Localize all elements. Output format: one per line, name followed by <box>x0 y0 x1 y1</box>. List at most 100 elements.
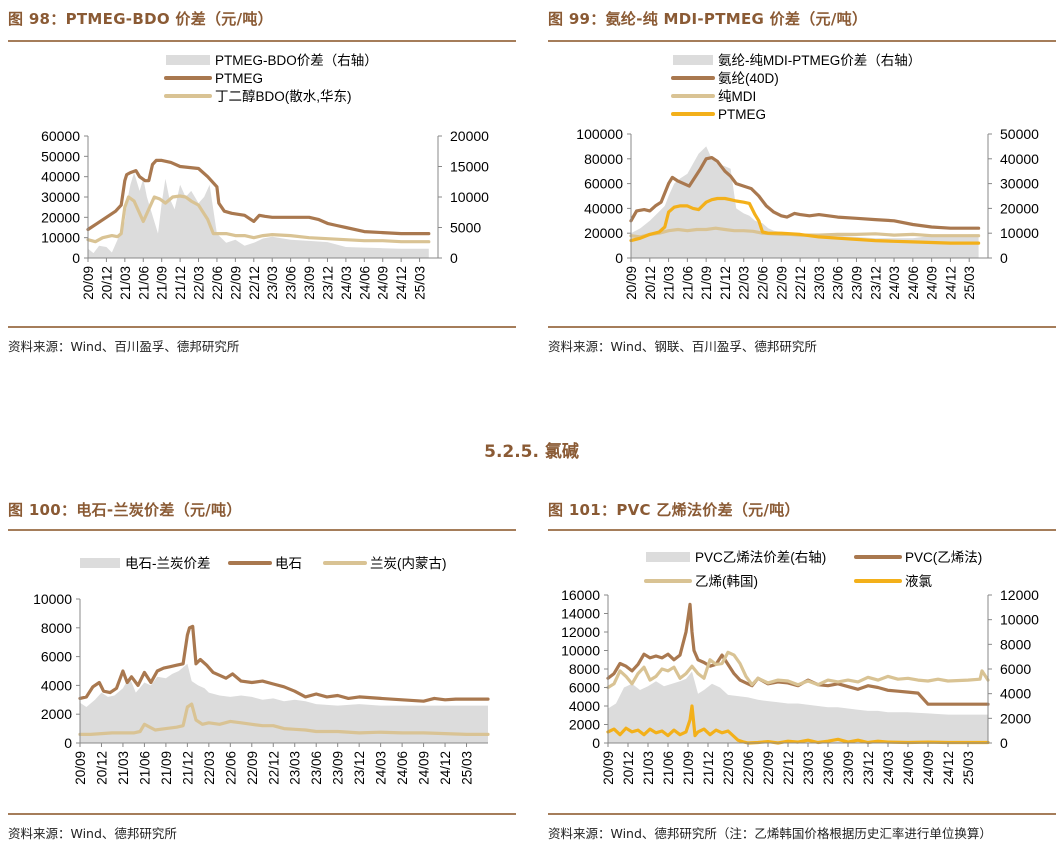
chart1-ytick-right-label: 20000 <box>1000 200 1039 216</box>
chart0-series-1-line <box>86 158 431 236</box>
chart2-xtick-label: 24/06 <box>395 751 410 785</box>
chart0-ytick-right-label: 5000 <box>450 220 481 236</box>
chart1-ytick-right-label: 0 <box>1000 250 1008 266</box>
chart1-xtick-label: 25/03 <box>962 266 977 300</box>
chart3-legend-label: 液氯 <box>905 574 933 589</box>
chart0-ytick-right-label: 0 <box>450 250 458 266</box>
figure-99-top-rule <box>548 40 1056 42</box>
chart1-xtick-label: 23/12 <box>868 266 883 300</box>
chart1-xtick-label: 23/09 <box>850 266 865 300</box>
chart3-legend-label: PVC(乙烯法) <box>905 550 982 565</box>
chart1-ytick-right-label: 50000 <box>1000 126 1039 142</box>
chart2-xtick-label: 21/09 <box>159 751 174 785</box>
figure-99-panel: 图 99：氨纶-纯 MDI-PTMEG 价差（元/吨） 0 20000 40000 6… <box>548 8 1058 358</box>
chart2-legend-label: 电石-兰炭价差 <box>125 556 211 571</box>
chart0-legend-swatch <box>166 55 210 65</box>
chart3-xtick-label: 20/09 <box>601 751 616 785</box>
chart0-xtick-label: 24/06 <box>357 266 372 300</box>
chart0-ytick-left-label: 60000 <box>41 128 80 144</box>
chart0-xtick-label: 22/12 <box>247 266 262 300</box>
chart1-ytick-left-label: 100000 <box>576 126 623 142</box>
chart1-ytick-left-label: 20000 <box>584 225 623 241</box>
chart2-series-0-area <box>80 663 488 743</box>
chart3-xtick-label: 24/03 <box>881 751 896 785</box>
chart3-xtick-label: 21/06 <box>661 751 676 785</box>
chart2-ytick-left-label: 8000 <box>41 620 72 636</box>
chart1-xtick-label: 24/03 <box>887 266 902 300</box>
chart3-ytick-right-label: 2000 <box>1000 710 1031 726</box>
chart2-ytick-left-label: 6000 <box>41 649 72 665</box>
chart3-xtick-label: 20/12 <box>621 751 636 785</box>
chart3-series-0-area <box>608 671 988 743</box>
chart0-xtick-label: 21/12 <box>173 266 188 300</box>
chart1-ytick-left-label: 60000 <box>584 176 623 192</box>
chart1-xtick-label: 22/06 <box>756 266 771 300</box>
chart0-xtick-label: 20/12 <box>99 266 114 300</box>
chart3-xtick-label: 22/06 <box>741 751 756 785</box>
chart2-xtick-label: 22/03 <box>202 751 217 785</box>
figure-100-title: 图 100：电石-兰炭价差（元/吨） <box>8 501 242 519</box>
chart0-ytick-left-label: 20000 <box>41 209 80 225</box>
figure-98-panel: 图 98：PTMEG-BDO 价差（元/吨） 0 10000 20000 30000 4… <box>8 8 518 358</box>
chart1-series-1-line <box>629 156 981 230</box>
chart0-ytick-right-label: 20000 <box>450 128 489 144</box>
chart3-series-1-line <box>606 602 990 706</box>
chart1-xtick-label: 20/12 <box>643 266 658 300</box>
chart3-xtick-label: 21/09 <box>681 751 696 785</box>
chart1-xtick-label: 23/03 <box>812 266 827 300</box>
chart0-xtick-label: 21/09 <box>155 266 170 300</box>
chart1-xtick-label: 24/09 <box>925 266 940 300</box>
section-heading: 5.2.5. 氯碱 <box>484 442 579 462</box>
chart3-ytick-left-label: 4000 <box>569 698 600 714</box>
chart3-xtick-label: 23/03 <box>801 751 816 785</box>
chart3-xtick-label: 25/03 <box>961 751 976 785</box>
chart1-xtick-label: 21/12 <box>718 266 733 300</box>
chart2-legend-label: 兰炭(内蒙古) <box>370 556 447 571</box>
chart2-xtick-label: 24/03 <box>374 751 389 785</box>
figure-99-source: 资料来源：Wind、钢联、百川盈孚、德邦研究所 <box>548 339 817 354</box>
chart0-ytick-left-label: 40000 <box>41 169 80 185</box>
chart0-ytick-left-label: 50000 <box>41 148 80 164</box>
chart0-ytick-right-label: 15000 <box>450 159 489 175</box>
chart2-xtick-label: 20/12 <box>95 751 110 785</box>
figure-101-bottom-rule <box>548 813 1056 815</box>
chart3-ytick-right-label: 8000 <box>1000 636 1031 652</box>
chart2-legend-swatch <box>80 558 120 568</box>
chart2-xtick-label: 21/12 <box>180 751 195 785</box>
chart1-ytick-right-label: 10000 <box>1000 225 1039 241</box>
figure-98-bottom-rule <box>8 326 516 328</box>
chart3-xtick-label: 21/12 <box>701 751 716 785</box>
chart0-ytick-left-label: 0 <box>72 250 80 266</box>
chart2-xtick-label: 22/06 <box>223 751 238 785</box>
chart1-ytick-left-label: 40000 <box>584 200 623 216</box>
chart3-ytick-right-label: 6000 <box>1000 661 1031 677</box>
chart3-ytick-left-label: 0 <box>592 735 600 751</box>
chart1-xtick-label: 23/06 <box>831 266 846 300</box>
chart3-ytick-left-label: 2000 <box>569 717 600 733</box>
chart2-ytick-left-label: 10000 <box>33 591 72 607</box>
chart2-xtick-label: 22/12 <box>266 751 281 785</box>
chart0-xtick-label: 24/03 <box>339 266 354 300</box>
chart0-xtick-label: 22/03 <box>192 266 207 300</box>
chart0-xtick-label: 24/12 <box>394 266 409 300</box>
chart3-series-2-line <box>606 650 990 690</box>
figure-98-top-rule <box>8 40 516 42</box>
figure-101-chart: 0200040006000800010000120001400016000020… <box>561 550 1039 785</box>
chart3-xtick-label: 22/09 <box>761 751 776 785</box>
chart2-series-2-line <box>78 702 490 736</box>
chart3-xtick-label: 22/12 <box>781 751 796 785</box>
chart0-xtick-label: 22/09 <box>228 266 243 300</box>
chart3-legend-swatch <box>646 552 690 562</box>
chart0-legend-label: 丁二醇BDO(散水,华东) <box>215 88 352 104</box>
chart2-ytick-left-label: 2000 <box>41 706 72 722</box>
chart0-xtick-label: 22/06 <box>210 266 225 300</box>
chart3-ytick-left-label: 10000 <box>561 643 600 659</box>
chart1-xtick-label: 22/09 <box>774 266 789 300</box>
chart0-xtick-label: 20/09 <box>81 266 96 300</box>
chart2-xtick-label: 24/09 <box>417 751 432 785</box>
figure-98-source: 资料来源：Wind、百川盈孚、德邦研究所 <box>8 339 240 354</box>
chart3-ytick-right-label: 10000 <box>1000 612 1039 628</box>
chart0-xtick-label: 23/06 <box>284 266 299 300</box>
chart3-xtick-label: 23/12 <box>861 751 876 785</box>
chart3-xtick-label: 22/03 <box>721 751 736 785</box>
